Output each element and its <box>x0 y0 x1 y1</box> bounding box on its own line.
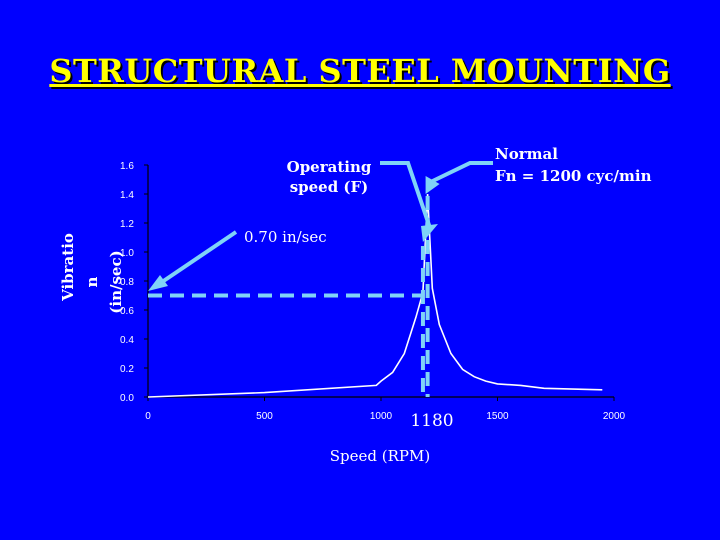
y-tick-label: 1.2 <box>120 219 134 230</box>
x-tick-label: 2000 <box>603 411 626 422</box>
operating-speed-arrowhead <box>421 224 438 242</box>
x-axis-label: Speed (RPM) <box>330 447 430 465</box>
normal-fn-arrow-line <box>429 161 493 184</box>
normal-fn-arrowhead <box>425 176 440 194</box>
y-tick-label: 1.4 <box>120 190 134 201</box>
y-axis-label: Vibratio n (in/sec) <box>59 233 125 314</box>
y-tick-label: 1.0 <box>120 248 134 259</box>
normal-fn-label-line-2: Fn = 1200 cyc/min <box>495 167 652 185</box>
vibration-curve <box>147 193 603 398</box>
y-tick-label: 1.6 <box>120 161 134 172</box>
y-tick-label: 0.0 <box>120 393 134 404</box>
normal-fn-label-line-1: Normal <box>495 145 558 163</box>
amplitude-arrowhead <box>148 275 168 291</box>
y-tick-label: 0.2 <box>120 364 134 375</box>
y-axis-label-line-1: Vibratio <box>59 233 77 302</box>
y-axis-label-line-3: (in/sec) <box>107 250 125 313</box>
chart-axes <box>144 164 615 401</box>
y-axis-label-line-2: n <box>83 276 101 287</box>
operating-speed-label-line-1: Operating <box>287 158 372 176</box>
x-tick-label: 0 <box>145 411 151 422</box>
y-tick-label: 0.8 <box>120 277 134 288</box>
x-tick-labels: 0 500 1000 1500 2000 <box>145 411 625 422</box>
operating-speed-label-line-2: speed (F) <box>290 178 369 196</box>
y-tick-label: 0.6 <box>120 306 134 317</box>
x-tick-label: 500 <box>256 411 273 422</box>
x-tick-label: 1000 <box>370 411 393 422</box>
amplitude-arrow-line <box>160 230 238 284</box>
x-marker-label: 1180 <box>410 411 453 431</box>
x-tick-label: 1500 <box>486 411 509 422</box>
operating-speed-arrow-line <box>380 161 432 229</box>
amplitude-label: 0.70 in/sec <box>244 228 327 246</box>
annotations <box>148 161 493 397</box>
y-tick-labels: 0.0 0.2 0.4 0.6 0.8 1.0 1.2 1.4 1.6 <box>120 161 134 404</box>
page-title: STRUCTURAL STEEL MOUNTING <box>49 52 671 90</box>
y-tick-label: 0.4 <box>120 335 134 346</box>
